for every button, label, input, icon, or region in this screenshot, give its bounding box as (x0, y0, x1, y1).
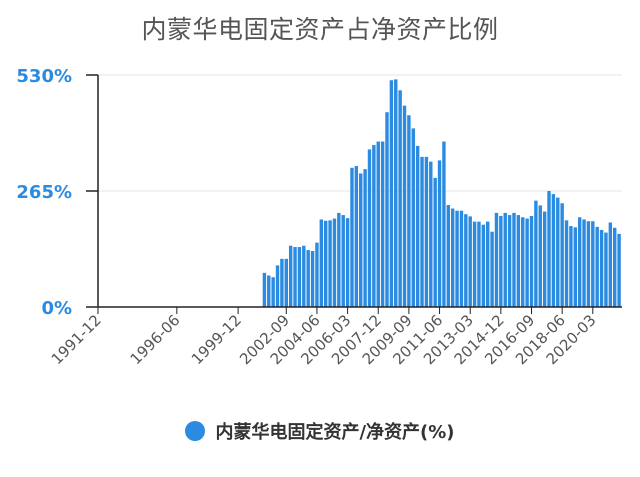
bar (367, 149, 372, 307)
bar (337, 212, 341, 307)
bar (398, 90, 402, 307)
bar (556, 197, 560, 307)
bar (420, 156, 424, 307)
bar (477, 221, 481, 307)
bar (516, 215, 521, 307)
bar (560, 203, 564, 307)
bar (507, 215, 512, 307)
bar (551, 194, 556, 307)
bar (372, 145, 376, 307)
bar (472, 221, 477, 307)
bar (569, 226, 573, 307)
bar (442, 141, 446, 307)
bar (363, 169, 367, 307)
chart-legend[interactable]: 内蒙华电固定资产/净资产(%) (0, 418, 640, 444)
bar (547, 191, 551, 307)
bar (306, 250, 310, 307)
bar (468, 216, 472, 307)
bar (310, 250, 315, 307)
bar (323, 220, 328, 307)
bar (280, 258, 284, 307)
chart-title: 内蒙华电固定资产占净资产比例 (141, 15, 499, 44)
bar (464, 214, 468, 307)
bar (328, 220, 332, 307)
legend-marker (185, 421, 206, 441)
bar (389, 80, 394, 307)
bar (302, 245, 306, 307)
bar (433, 177, 437, 307)
bar (376, 141, 380, 307)
bar (617, 233, 621, 307)
bar (490, 231, 494, 307)
bar (455, 210, 459, 307)
bar (450, 208, 455, 307)
y-tick-label: 265% (16, 182, 72, 203)
x-tick-label: 1996-06 (127, 311, 184, 368)
bar (486, 221, 490, 307)
bar (359, 173, 363, 307)
bar (262, 272, 267, 307)
bar (407, 115, 411, 307)
bar (315, 242, 319, 307)
x-tick-label: 1999-12 (188, 311, 245, 368)
bar (459, 210, 464, 307)
bar (564, 220, 569, 307)
bar (267, 275, 271, 307)
bar (275, 265, 280, 307)
bar (481, 224, 486, 307)
bar (538, 205, 542, 307)
bar (595, 226, 599, 307)
bar (542, 211, 547, 307)
bar (385, 112, 389, 307)
bar (529, 215, 534, 307)
bar (293, 247, 297, 307)
bar (411, 128, 415, 307)
bar (429, 161, 433, 307)
bar (394, 79, 398, 308)
y-tick-label: 530% (16, 66, 72, 87)
bar (288, 245, 293, 307)
bar (525, 218, 529, 307)
legend-label: 内蒙华电固定资产/净资产(%) (215, 422, 455, 443)
bar (415, 145, 420, 307)
bar (437, 160, 442, 307)
bar (573, 227, 578, 307)
bar (499, 215, 503, 307)
bar (521, 217, 525, 307)
bar (512, 212, 516, 307)
x-tick-label: 1991-12 (48, 311, 105, 368)
bar (319, 219, 324, 307)
bar (350, 167, 354, 307)
bar (446, 205, 451, 307)
bar (271, 277, 275, 307)
bar (380, 141, 385, 307)
bar (284, 258, 288, 307)
bar (608, 222, 613, 307)
bar (503, 212, 507, 307)
bar (577, 217, 582, 307)
bar (345, 218, 350, 307)
bar (582, 219, 586, 307)
bar (494, 212, 499, 307)
bar (612, 227, 617, 307)
bar (534, 200, 538, 307)
bar (586, 221, 591, 307)
bar (591, 221, 595, 307)
bar (604, 232, 608, 307)
bar (332, 218, 337, 307)
bar (341, 215, 345, 307)
bar (599, 229, 604, 307)
bar (402, 105, 407, 307)
bar (297, 247, 302, 307)
y-tick-label: 0% (41, 298, 72, 319)
bar (424, 156, 429, 307)
bar (354, 166, 359, 307)
